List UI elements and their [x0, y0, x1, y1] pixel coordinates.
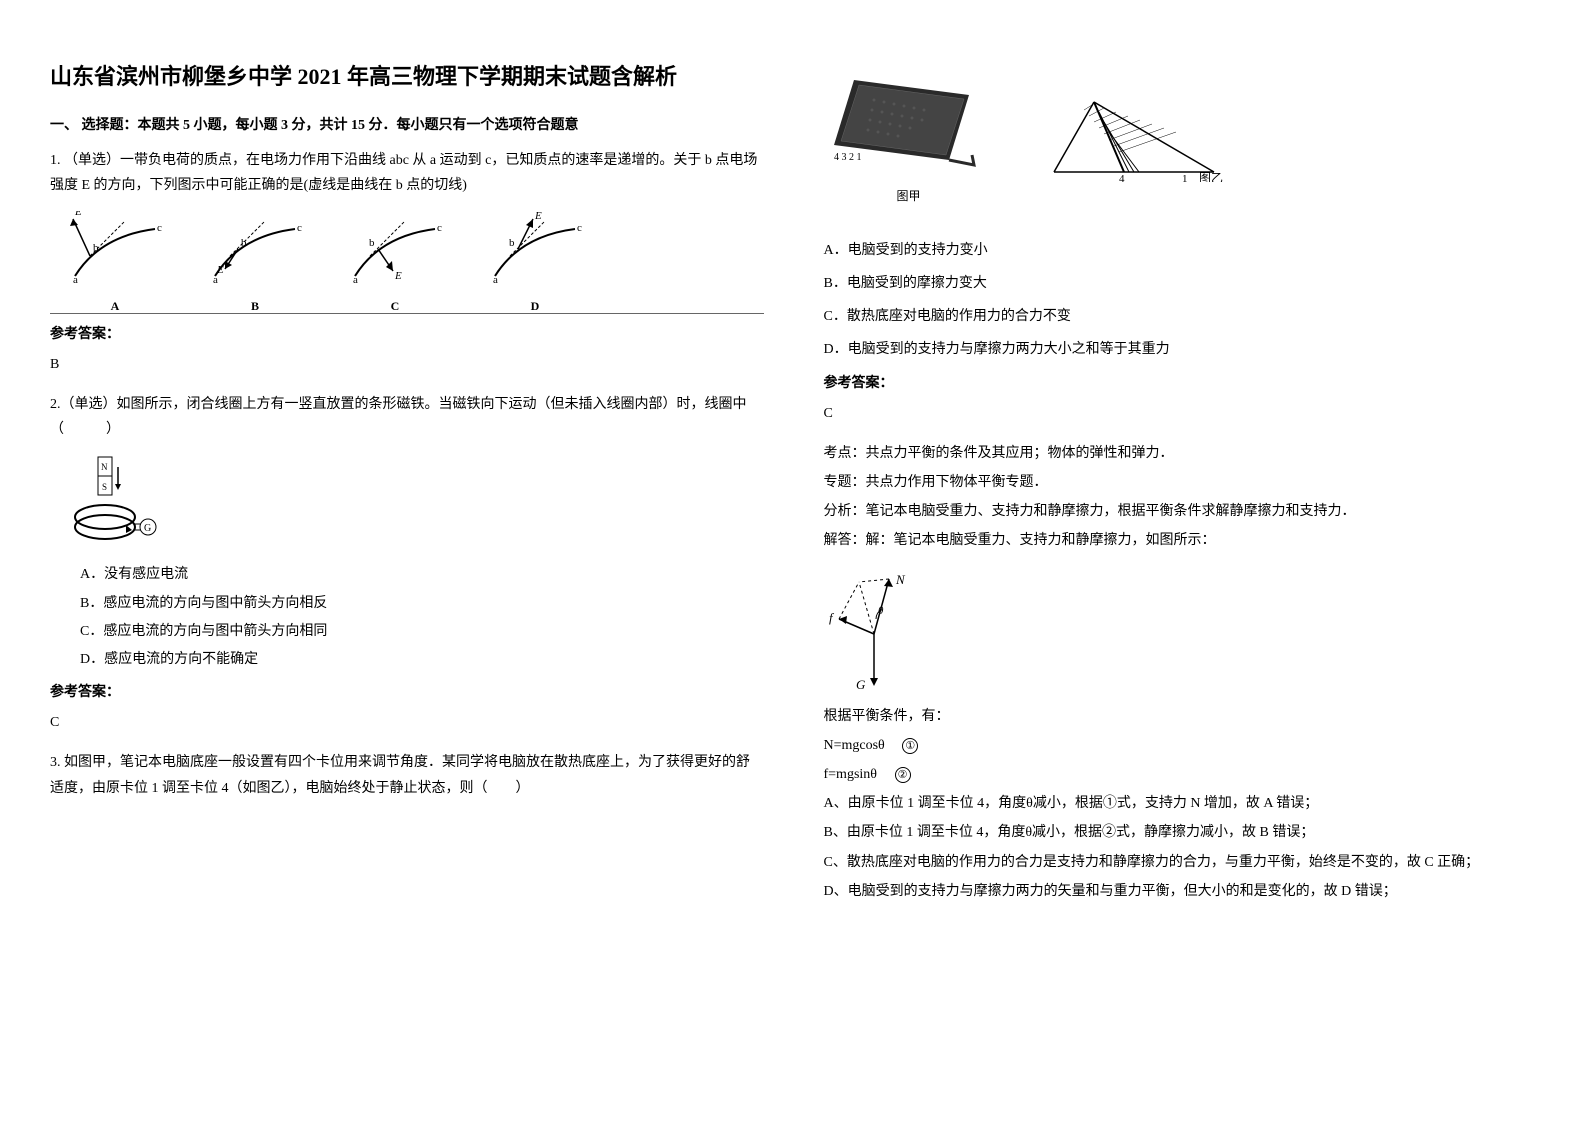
- svg-text:b: b: [509, 237, 515, 249]
- svg-text:b: b: [241, 237, 247, 249]
- eq1-left: N=mgcosθ: [824, 738, 885, 753]
- q3-mark-1: 1: [1182, 173, 1188, 182]
- force-f: f: [829, 610, 835, 625]
- question-1: 1. （单选）一带负电荷的质点，在电场力作用下沿曲线 abc 从 a 运动到 c…: [50, 148, 764, 377]
- q2-answer-heading: 参考答案：: [50, 680, 764, 705]
- q1-opt-c-label: C: [340, 296, 450, 318]
- q2-answer: C: [50, 710, 764, 735]
- svg-text:E: E: [74, 211, 82, 218]
- svg-text:E: E: [394, 270, 402, 282]
- q3-topic: 专题：共点力作用下物体平衡专题．: [824, 470, 1538, 495]
- q2-text: 2.（单选）如图所示，闭合线圈上方有一竖直放置的条形磁铁。当磁铁向下运动（但未插…: [50, 392, 764, 442]
- q2-figure: N S G: [70, 452, 160, 552]
- q3-force-diagram: N f G θ: [824, 564, 944, 694]
- q1-answer: B: [50, 352, 764, 377]
- svg-text:b: b: [369, 237, 375, 249]
- q3-text: 3. 如图甲，笔记本电脑底座一般设置有四个卡位用来调节角度．某同学将电脑放在散热…: [50, 750, 764, 800]
- svg-text:E: E: [216, 264, 224, 276]
- question-2: 2.（单选）如图所示，闭合线圈上方有一竖直放置的条形磁铁。当磁铁向下运动（但未插…: [50, 392, 764, 736]
- q3-figure-right: 4 1 图乙: [1034, 82, 1234, 191]
- q3-answer: C: [824, 401, 1538, 426]
- q1-answer-heading: 参考答案：: [50, 322, 764, 347]
- q3-point: 考点：共点力平衡的条件及其应用；物体的弹性和弹力．: [824, 441, 1538, 466]
- q2-opt-b: B．感应电流的方向与图中箭头方向相反: [80, 591, 764, 616]
- svg-text:a: a: [493, 274, 498, 286]
- q3-solve-head: 解答：解：笔记本电脑受重力、支持力和静摩擦力，如图所示：: [824, 528, 1538, 553]
- q2-opt-d: D．感应电流的方向不能确定: [80, 647, 764, 672]
- q3-eq2: f=mgsinθ ②: [824, 762, 1538, 787]
- question-3: 3. 如图甲，笔记本电脑底座一般设置有四个卡位用来调节角度．某同学将电脑放在散热…: [50, 750, 764, 800]
- page-title: 山东省滨州市柳堡乡中学 2021 年高三物理下学期期末试题含解析: [50, 60, 764, 93]
- q3-lineA: A、由原卡位 1 调至卡位 4，角度θ减小，根据①式，支持力 N 增加，故 A …: [824, 791, 1538, 816]
- q2-opt-c: C．感应电流的方向与图中箭头方向相同: [80, 619, 764, 644]
- q3-eq1: N=mgcosθ ①: [824, 733, 1538, 758]
- q3-lineD: D、电脑受到的支持力与摩擦力两力的矢量和与重力平衡，但大小的和是变化的，故 D …: [824, 879, 1538, 904]
- q3-opt-d: D．电脑受到的支持力与摩擦力两力大小之和等于其重力: [824, 337, 1538, 362]
- q3-opt-a: A．电脑受到的支持力变小: [824, 238, 1538, 263]
- q3-marks-left: 4 3 2 1: [834, 152, 862, 163]
- q3-lineB: B、由原卡位 1 调至卡位 4，角度θ减小，根据②式，静摩擦力减小，故 B 错误…: [824, 820, 1538, 845]
- svg-text:a: a: [73, 274, 78, 286]
- section-heading: 一、 选择题：本题共 5 小题，每小题 3 分，共计 15 分．每小题只有一个选…: [50, 113, 764, 138]
- force-N: N: [895, 572, 906, 587]
- q3-answer-heading: 参考答案：: [824, 371, 1538, 396]
- eq2-left: f=mgsinθ: [824, 767, 878, 782]
- svg-text:S: S: [102, 482, 107, 492]
- q1-figure-b: a b c E B: [200, 211, 310, 301]
- q1-opt-a-label: A: [60, 296, 170, 318]
- svg-text:c: c: [437, 222, 442, 234]
- svg-text:a: a: [353, 274, 358, 286]
- q3-mark-4: 4: [1119, 173, 1125, 182]
- force-G: G: [856, 677, 866, 692]
- q1-figure-d: a b c E D: [480, 211, 590, 301]
- svg-text:b: b: [93, 242, 99, 254]
- q3-opt-c: C．散热底座对电脑的作用力的合力不变: [824, 304, 1538, 329]
- q1-figure-c: a b c E C: [340, 211, 450, 301]
- q3-equilibrium: 根据平衡条件，有：: [824, 704, 1538, 729]
- svg-text:c: c: [297, 222, 302, 234]
- q1-text: 1. （单选）一带负电荷的质点，在电场力作用下沿曲线 abc 从 a 运动到 c…: [50, 148, 764, 198]
- q3-opt-b: B．电脑受到的摩擦力变大: [824, 271, 1538, 296]
- svg-text:N: N: [101, 462, 108, 472]
- q3-caption-right-inline: 图乙: [1199, 171, 1223, 182]
- eq1-num: ①: [902, 738, 918, 754]
- q3-caption-left: 图甲: [824, 186, 994, 208]
- q3-analyze: 分析：笔记本电脑受重力、支持力和静摩擦力，根据平衡条件求解静摩擦力和支持力．: [824, 499, 1538, 524]
- q3-lineC: C、散热底座对电脑的作用力的合力是支持力和静摩擦力的合力，与重力平衡，始终是不变…: [824, 850, 1538, 875]
- force-theta: θ: [878, 605, 884, 617]
- q1-opt-b-label: B: [200, 296, 310, 318]
- q1-opt-d-label: D: [480, 296, 590, 318]
- svg-text:E: E: [534, 211, 542, 222]
- svg-text:G: G: [144, 523, 151, 534]
- q3-figure: 4 3 2 1 图甲: [824, 65, 1538, 208]
- svg-text:c: c: [577, 222, 582, 234]
- eq2-num: ②: [895, 767, 911, 783]
- q2-opt-a: A．没有感应电流: [80, 562, 764, 587]
- q3-figure-left: 4 3 2 1 图甲: [824, 65, 994, 208]
- q1-figure-a: a b c E A: [60, 211, 170, 301]
- svg-text:c: c: [157, 222, 162, 234]
- q1-figure: a b c E A a b c E B: [50, 211, 764, 301]
